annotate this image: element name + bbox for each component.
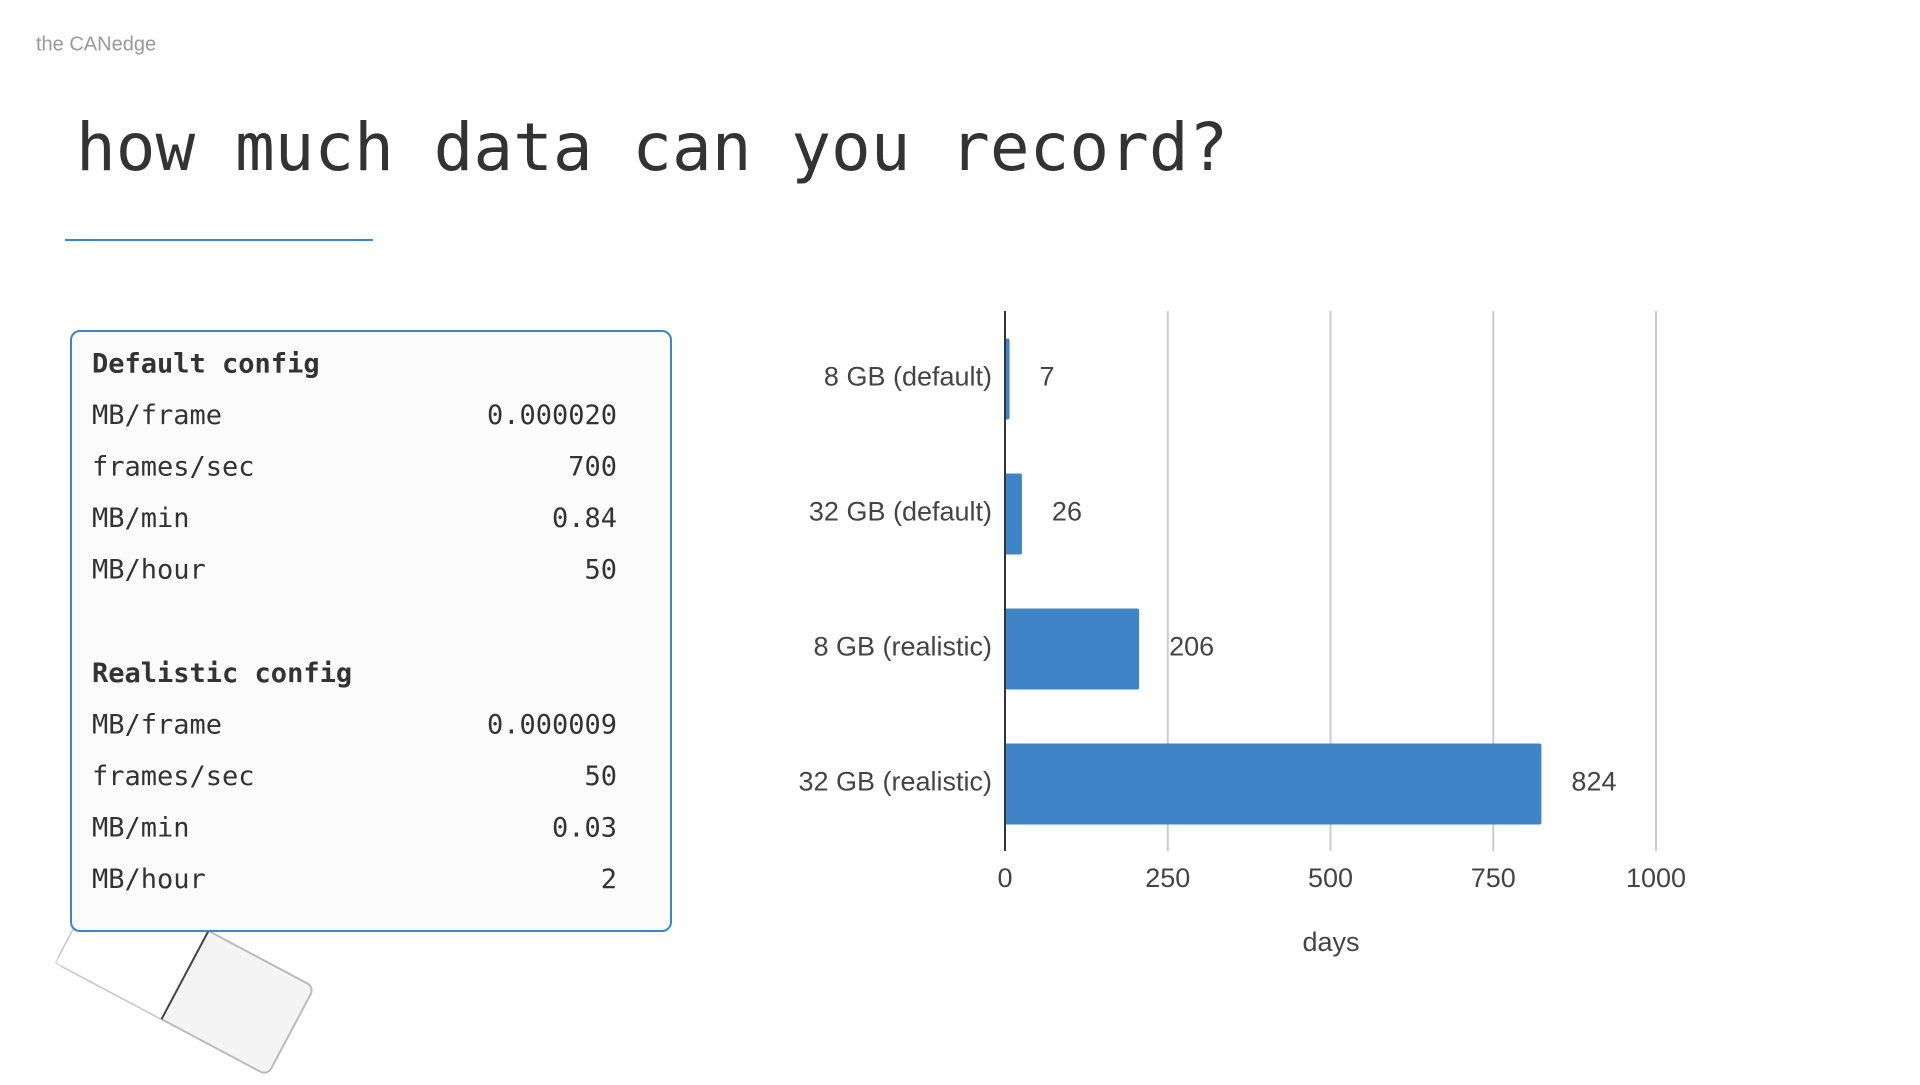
row-label: MB/frame — [92, 400, 222, 431]
config-box — [70, 330, 672, 932]
bar — [1005, 338, 1010, 420]
value-label: 7 — [1040, 362, 1055, 392]
x-tick-label: 250 — [1145, 863, 1190, 893]
y-tick-label: 32 GB (realistic) — [798, 767, 992, 797]
value-label: 26 — [1052, 497, 1082, 527]
row-label: MB/hour — [92, 864, 206, 895]
row-value: 0.84 — [552, 503, 617, 534]
x-tick-label: 750 — [1471, 863, 1516, 893]
bar — [1005, 608, 1140, 690]
row-label: MB/hour — [92, 555, 206, 586]
x-axis-label: days — [1302, 927, 1359, 957]
bar — [1005, 743, 1542, 825]
row-value: 50 — [584, 761, 617, 792]
value-label: 206 — [1169, 632, 1214, 662]
row-label: frames/sec — [92, 452, 255, 483]
section-title: Default config — [92, 349, 320, 380]
y-tick-label: 8 GB (realistic) — [813, 632, 992, 662]
row-label: frames/sec — [92, 761, 255, 792]
section-title: Realistic config — [92, 658, 352, 689]
slide-title: how much data can you record? — [76, 109, 1228, 186]
bar — [1005, 473, 1022, 555]
y-tick-label: 32 GB (default) — [809, 497, 992, 527]
row-value: 0.03 — [552, 813, 617, 844]
row-value: 0.000009 — [487, 710, 617, 741]
row-value: 700 — [568, 452, 617, 483]
x-tick-label: 1000 — [1626, 863, 1686, 893]
brand: the CANedge — [36, 33, 156, 55]
value-label: 824 — [1571, 767, 1616, 797]
row-label: MB/frame — [92, 710, 222, 741]
config-table: Default config MB/frame 0.000020 frames/sec… — [92, 349, 617, 896]
row-label: MB/min — [92, 503, 190, 534]
row-label: MB/min — [92, 813, 190, 844]
row-value: 2 — [601, 864, 617, 895]
chart: days 0 250 500 750 1000 8 GB (default) 7 32 GB … — [798, 311, 1686, 957]
x-tick-label: 0 — [997, 863, 1012, 893]
x-tick-label: 500 — [1308, 863, 1353, 893]
row-value: 50 — [584, 555, 617, 586]
row-value: 0.000020 — [487, 400, 617, 431]
y-tick-label: 8 GB (default) — [824, 362, 992, 392]
